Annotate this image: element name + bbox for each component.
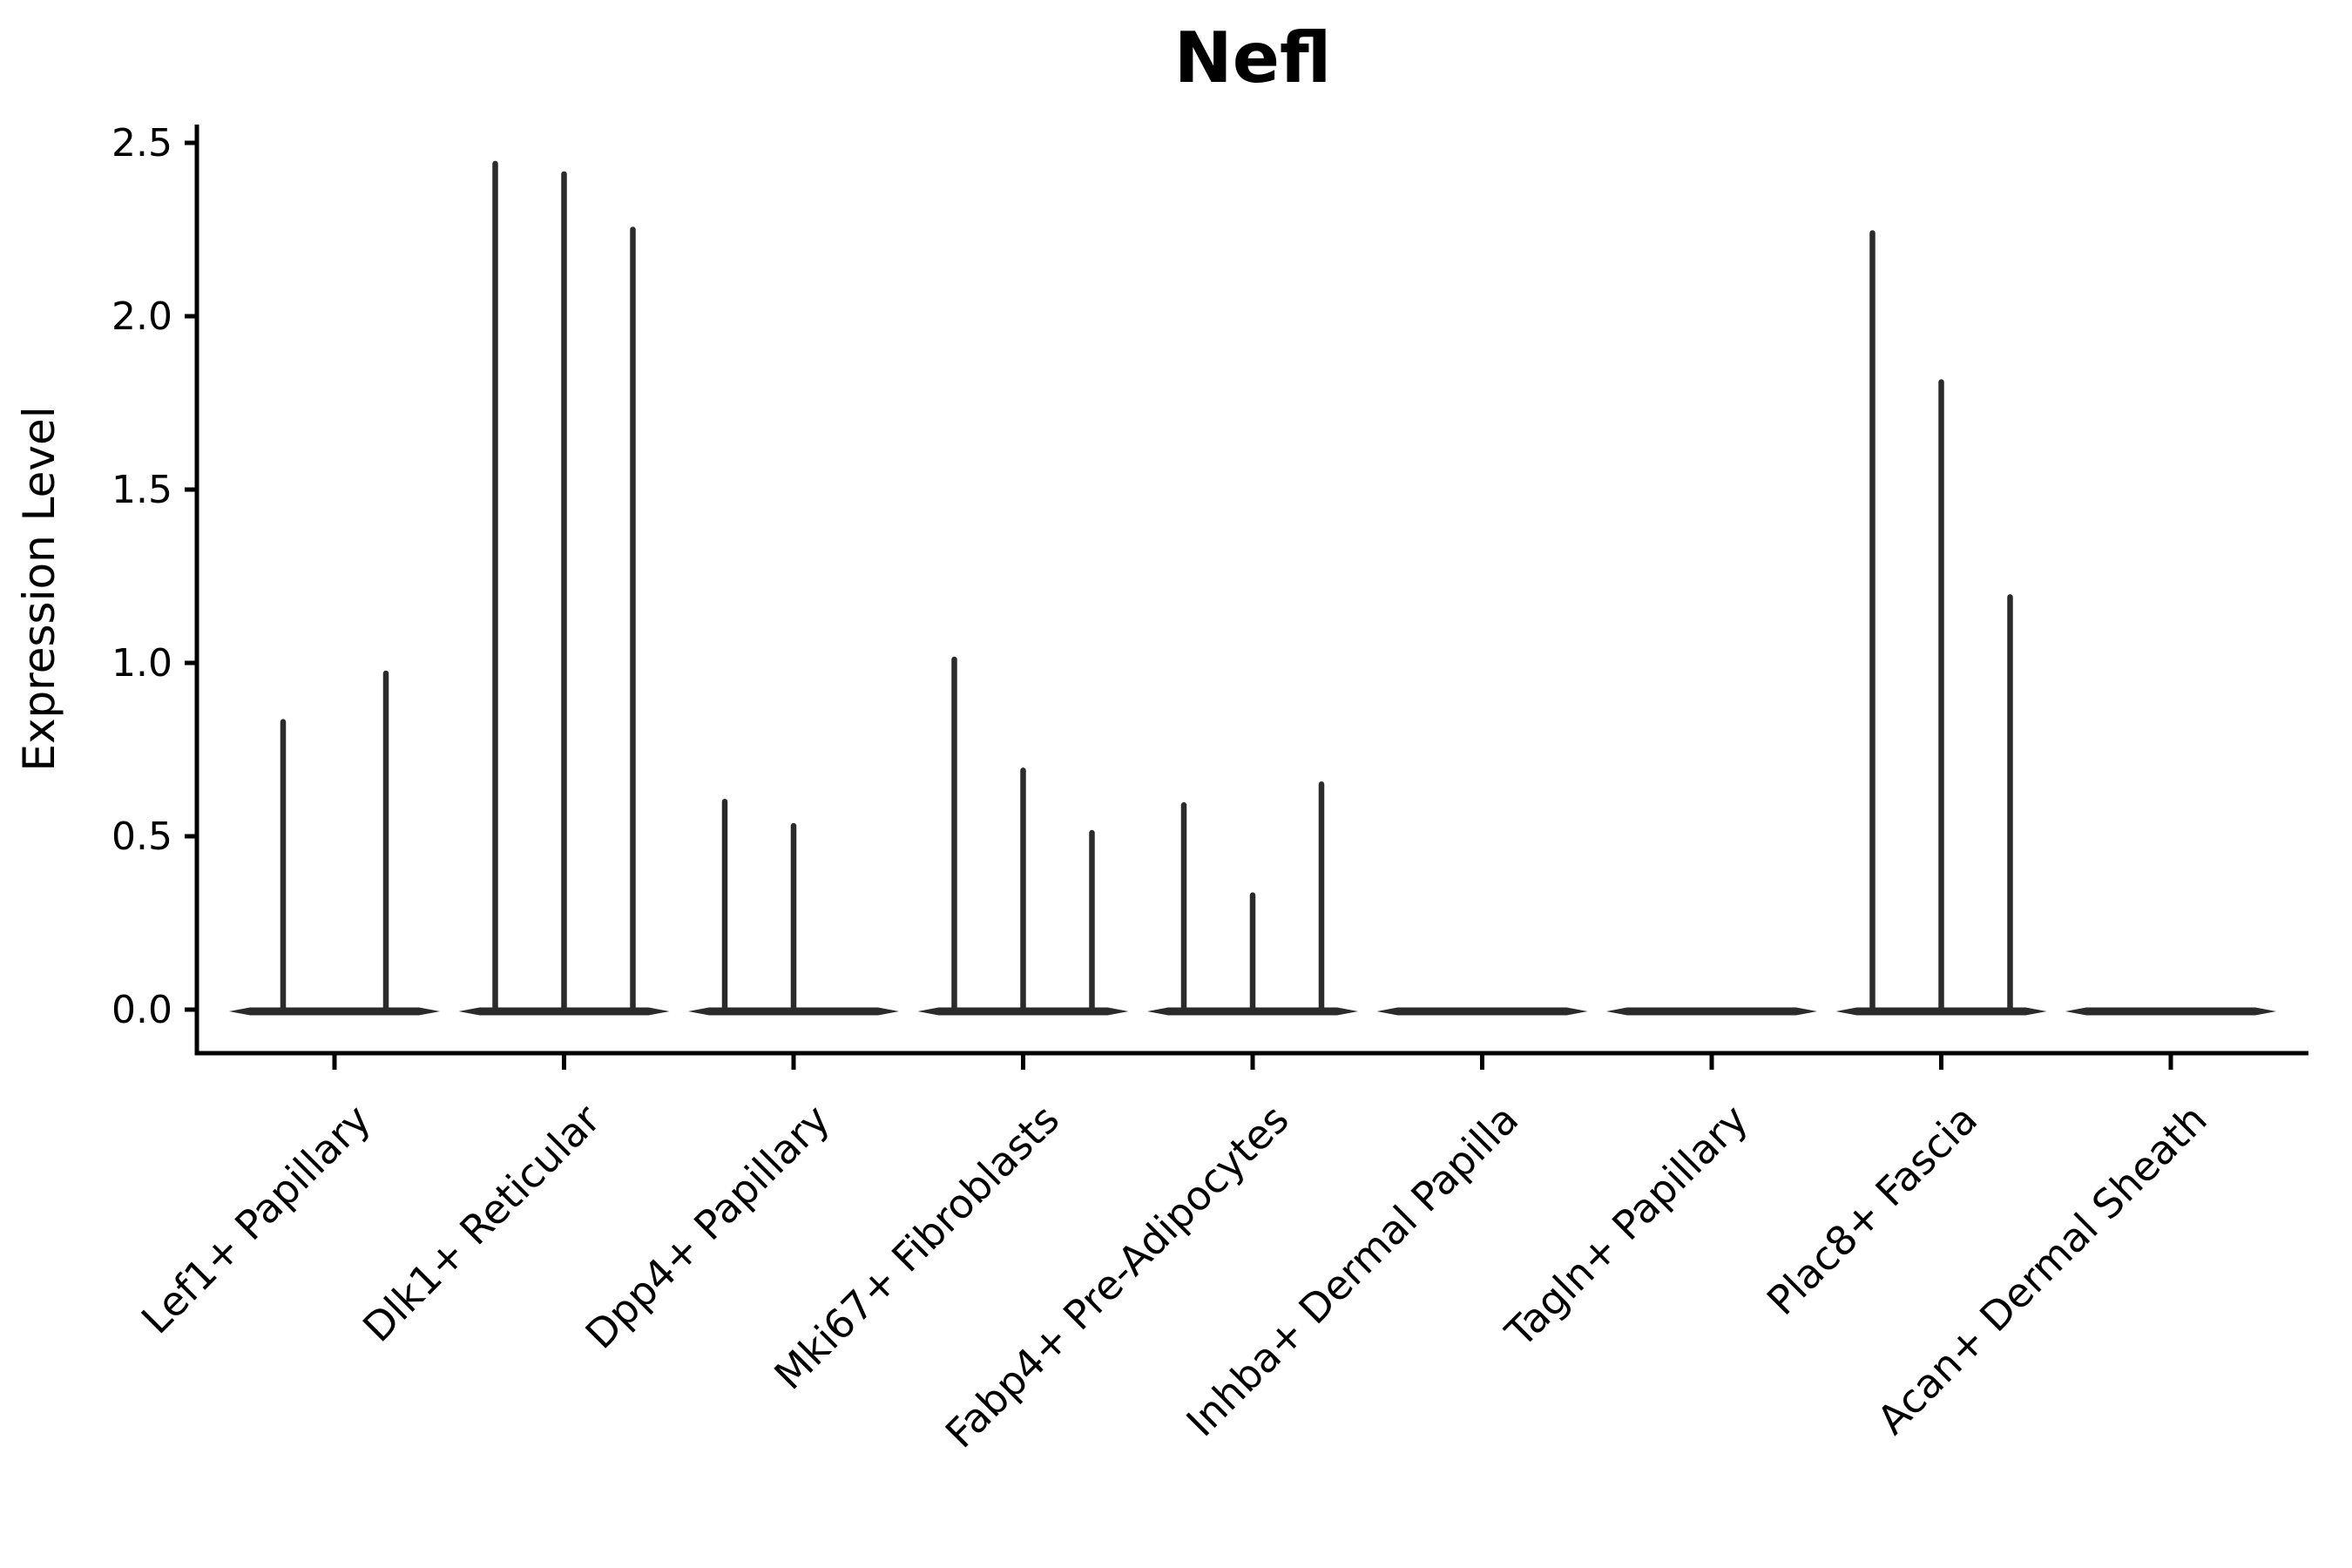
chart-title: Nefl [1174,17,1332,98]
y-axis-label: Expression Level [14,406,64,771]
y-axis-ticks: 0.0 0.5 1.0 1.5 2.0 2.5 [112,121,197,1032]
violin-group [1835,230,2047,1016]
y-tick-label: 1.0 [112,641,172,686]
violin-baseline [1376,1007,1588,1016]
x-tick-label: Plac8+ Fascia [1758,1096,1986,1324]
violin-baseline [2065,1007,2276,1016]
x-tick-label: Dlk1+ Reticular [354,1096,609,1351]
violin-group [229,670,440,1016]
violin-group [458,160,670,1016]
violin-group [1376,1007,1588,1016]
violin-group [917,656,1129,1016]
axes-spines [194,125,2308,1056]
y-tick-label: 0.0 [112,988,172,1032]
y-tick-label: 1.5 [112,468,172,512]
violin-group [1606,1007,1817,1016]
violin-group [2065,1007,2276,1016]
y-tick-label: 2.5 [112,121,172,166]
y-tick-label: 0.5 [112,814,172,859]
y-tick-label: 2.0 [112,294,172,339]
x-tick-label: Dpp4+ Papillary [577,1096,839,1358]
x-tick-label: Tagln+ Papillary [1496,1096,1757,1357]
violin-group [1147,781,1358,1016]
violin-baseline [1606,1007,1817,1016]
violin-group [688,798,899,1016]
violin-series [229,160,2276,1016]
x-tick-label: Lef1+ Papillary [132,1096,380,1343]
violin-baseline [229,1007,440,1016]
